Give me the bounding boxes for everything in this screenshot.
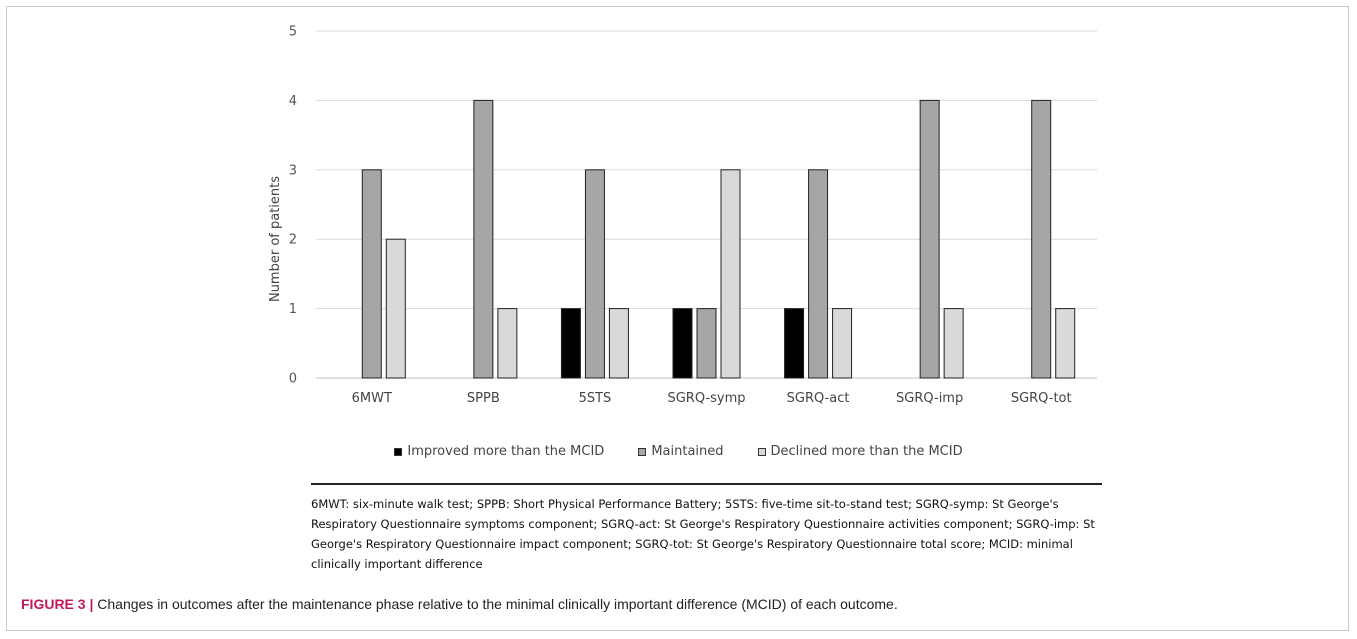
x-tick-label: SGRQ-symp xyxy=(667,391,745,406)
x-tick-label: SPPB xyxy=(467,391,500,406)
bar xyxy=(720,169,741,379)
bar xyxy=(696,308,717,379)
bar xyxy=(473,99,494,379)
bar xyxy=(361,169,382,379)
bar xyxy=(560,308,581,379)
y-tick-label: 4 xyxy=(289,94,297,109)
caption-text: Changes in outcomes after the maintenanc… xyxy=(93,596,898,612)
bar-chart: 0 1 2 3 4 5 6MWT SPPB 5STS SGRQ-symp SGRQ-act SGRQ… xyxy=(268,25,1097,406)
figure-caption: FIGURE 3 | Changes in outcomes after the… xyxy=(21,596,1341,612)
x-tick-label: 5STS xyxy=(579,391,612,406)
x-tick-label: SGRQ-act xyxy=(787,391,850,406)
x-axis-ticks: 6MWT SPPB 5STS SGRQ-symp SGRQ-act SGRQ-imp SGR… xyxy=(352,391,1072,406)
bar xyxy=(385,238,406,379)
y-tick-label: 2 xyxy=(289,233,297,248)
bar xyxy=(784,308,805,379)
footnote-divider xyxy=(311,483,1102,485)
legend-label: Declined more than the MCID xyxy=(770,444,963,459)
bar xyxy=(672,308,693,379)
gridlines xyxy=(316,30,1097,379)
bar xyxy=(832,308,853,379)
bar xyxy=(608,308,629,379)
bar xyxy=(584,169,605,379)
bar xyxy=(919,99,940,379)
legend-label: Maintained xyxy=(651,444,724,459)
y-tick-label: 3 xyxy=(289,163,297,178)
caption-label: FIGURE 3 | xyxy=(21,596,94,612)
legend-swatch xyxy=(757,447,766,456)
y-tick-label: 0 xyxy=(289,372,297,387)
x-tick-label: SGRQ-tot xyxy=(1011,391,1072,406)
bar xyxy=(943,308,964,379)
legend-swatch xyxy=(394,447,403,456)
x-tick-label: SGRQ-imp xyxy=(896,391,963,406)
legend-item: Maintained xyxy=(638,444,724,459)
x-tick-label: 6MWT xyxy=(352,391,392,406)
legend-swatch xyxy=(638,447,647,456)
legend-item: Declined more than the MCID xyxy=(757,444,963,459)
y-tick-label: 5 xyxy=(289,25,297,40)
y-axis-ticks: 0 1 2 3 4 5 xyxy=(289,25,297,387)
bar xyxy=(1055,308,1076,379)
legend-label: Improved more than the MCID xyxy=(407,444,605,459)
bars xyxy=(361,99,1076,379)
y-axis-label: Number of patients xyxy=(268,176,283,302)
legend: Improved more than the MCID Maintained Dec… xyxy=(0,444,1357,459)
bar xyxy=(1031,99,1052,379)
bar xyxy=(808,169,829,379)
y-tick-label: 1 xyxy=(289,302,297,317)
footnote: 6MWT: six-minute walk test; SPPB: Short … xyxy=(311,497,1095,571)
bar xyxy=(497,308,518,379)
legend-item: Improved more than the MCID xyxy=(394,444,604,459)
